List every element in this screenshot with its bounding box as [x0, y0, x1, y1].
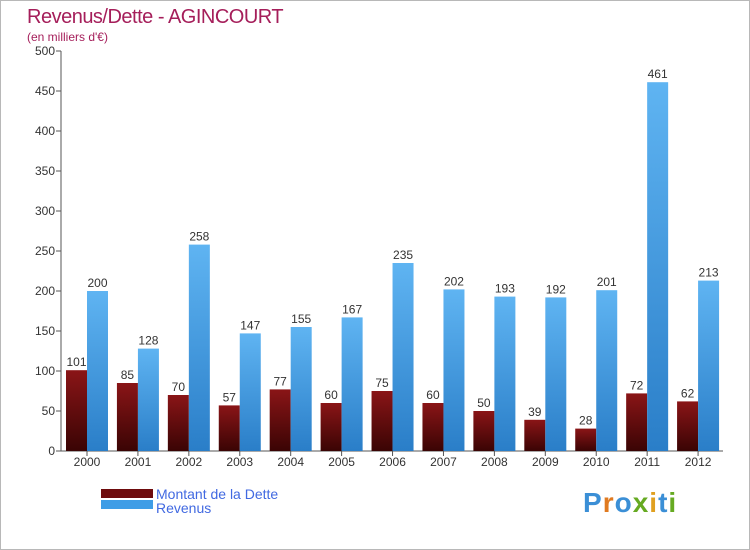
data-label-revenue: 202	[444, 274, 464, 288]
y-tick-label: 500	[35, 44, 55, 58]
bar-debt	[116, 383, 138, 451]
bar-debt	[524, 419, 546, 451]
data-label-revenue: 258	[189, 230, 209, 244]
data-label-debt: 50	[477, 396, 491, 410]
x-tick-label: 2004	[277, 455, 304, 469]
data-label-debt: 39	[528, 405, 542, 419]
legend-label-revenue: Revenus	[156, 500, 212, 516]
data-label-revenue: 201	[597, 275, 617, 289]
bar-revenue	[239, 333, 261, 451]
proxiti-logo: Proxiti	[583, 487, 677, 519]
y-tick-label: 0	[48, 444, 55, 458]
data-label-debt: 75	[375, 376, 389, 390]
logo-letter: P	[583, 487, 603, 518]
legend-label-debt: Montant de la Dette	[156, 486, 279, 502]
bar-debt	[66, 370, 87, 451]
data-label-revenue: 235	[393, 248, 413, 262]
y-tick-label: 250	[35, 244, 55, 258]
data-label-debt: 101	[66, 355, 86, 369]
bar-revenue	[341, 317, 363, 451]
chart-subtitle: (en milliers d'€)	[27, 30, 108, 44]
data-label-debt: 70	[172, 380, 186, 394]
x-tick-label: 2008	[481, 455, 508, 469]
data-label-debt: 85	[121, 368, 135, 382]
bar-debt	[677, 401, 699, 451]
bar-revenue	[290, 327, 312, 451]
y-tick-label: 50	[42, 404, 56, 418]
x-tick-label: 2012	[685, 455, 712, 469]
bar-debt	[626, 393, 648, 451]
data-label-revenue: 461	[648, 67, 668, 81]
y-tick-label: 300	[35, 204, 55, 218]
y-tick-label: 350	[35, 164, 55, 178]
y-tick-label: 100	[35, 364, 55, 378]
x-tick-label: 2010	[583, 455, 610, 469]
bar-revenue	[545, 297, 567, 451]
data-label-debt: 60	[324, 388, 338, 402]
x-tick-label: 2006	[379, 455, 406, 469]
y-tick-label: 400	[35, 124, 55, 138]
bar-revenue	[137, 348, 159, 451]
logo-letter: x	[632, 487, 650, 518]
bar-revenue	[392, 263, 414, 451]
data-label-revenue: 200	[87, 276, 107, 290]
bar-revenue	[647, 82, 669, 451]
bar-debt	[371, 391, 393, 451]
logo-letter: i	[668, 487, 678, 518]
logo-letter: o	[614, 487, 633, 518]
chart-title: Revenus/Dette - AGINCOURT	[27, 6, 284, 28]
x-tick-label: 2001	[125, 455, 152, 469]
bar-debt	[167, 395, 189, 451]
data-label-revenue: 192	[546, 282, 566, 296]
bar-debt	[575, 428, 597, 451]
y-tick-label: 200	[35, 284, 55, 298]
y-tick-label: 450	[35, 84, 55, 98]
logo-letter: r	[602, 487, 615, 518]
bar-debt	[269, 389, 291, 451]
x-tick-label: 2007	[430, 455, 457, 469]
x-tick-label: 2009	[532, 455, 559, 469]
bar-revenue	[443, 289, 465, 451]
data-label-revenue: 213	[699, 266, 719, 280]
data-label-debt: 77	[274, 374, 288, 388]
bar-revenue	[596, 290, 618, 451]
bar-debt	[422, 403, 444, 451]
x-tick-label: 2002	[175, 455, 202, 469]
data-label-revenue: 193	[495, 282, 515, 296]
bar-revenue	[698, 280, 720, 451]
logo-letter: i	[649, 487, 659, 518]
bar-debt	[473, 411, 495, 451]
data-label-debt: 28	[579, 414, 593, 428]
data-label-debt: 62	[681, 386, 695, 400]
legend-swatch-revenue	[101, 500, 153, 509]
y-tick-label: 150	[35, 324, 55, 338]
legend-swatch-debt	[101, 489, 153, 498]
bar-revenue	[87, 291, 108, 451]
x-tick-label: 2000	[74, 455, 101, 469]
data-label-debt: 57	[223, 390, 237, 404]
bar-debt	[218, 405, 240, 451]
data-label-revenue: 128	[138, 334, 158, 348]
x-tick-label: 2003	[226, 455, 253, 469]
x-tick-label: 2005	[328, 455, 355, 469]
bar-revenue	[188, 244, 210, 451]
bar-revenue	[494, 296, 516, 451]
data-label-revenue: 167	[342, 302, 362, 316]
logo-letter: t	[658, 487, 669, 518]
x-tick-label: 2011	[634, 455, 660, 469]
data-label-debt: 72	[630, 378, 644, 392]
data-label-revenue: 155	[291, 312, 311, 326]
bar-debt	[320, 403, 342, 451]
data-label-debt: 60	[426, 388, 440, 402]
data-label-revenue: 147	[240, 318, 260, 332]
